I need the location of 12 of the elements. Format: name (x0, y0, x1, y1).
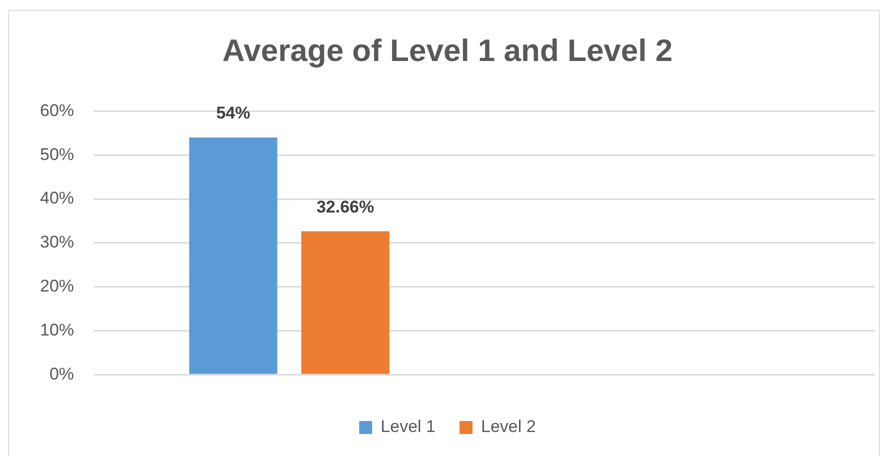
y-tick-label: 30% (40, 232, 74, 252)
y-tick-label: 60% (40, 100, 74, 120)
y-tick-label: 50% (40, 144, 74, 164)
y-tick-label: 0% (49, 364, 74, 384)
chart-title: Average of Level 1 and Level 2 (222, 33, 673, 68)
legend-label: Level 2 (481, 417, 536, 436)
data-label: 32.66% (316, 197, 374, 216)
y-tick-label: 20% (40, 276, 74, 296)
y-tick-label: 40% (40, 188, 74, 208)
legend-label: Level 1 (380, 417, 436, 436)
y-tick-label: 10% (40, 320, 74, 340)
data-label: 54% (216, 104, 250, 123)
